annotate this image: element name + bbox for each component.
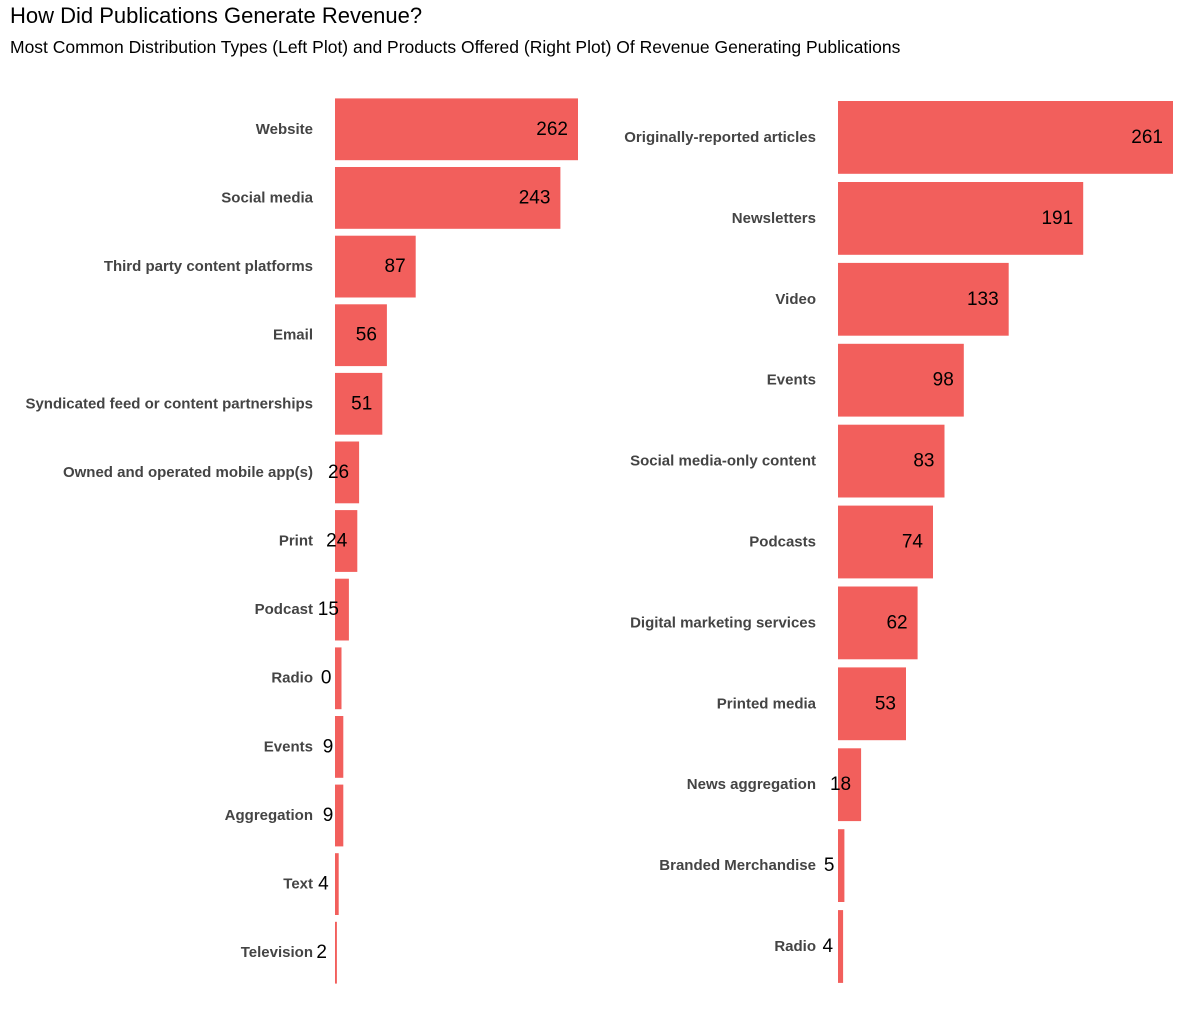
left-category-label: Podcast: [255, 601, 313, 618]
right-value-label: 261: [1131, 127, 1163, 148]
left-value-label: 87: [385, 256, 406, 277]
right-value-label: 74: [902, 532, 924, 553]
right-bar: [838, 101, 1173, 174]
left-category-label: Syndicated feed or content partnerships: [25, 395, 313, 412]
right-category-label: News aggregation: [687, 776, 816, 793]
left-bar: [335, 304, 387, 367]
left-value-label: 4: [318, 874, 329, 895]
left-bar: [335, 510, 358, 572]
right-category-label: Originally-reported articles: [624, 129, 816, 146]
right-value-label: 5: [824, 855, 835, 876]
right-value-label: 18: [830, 774, 851, 795]
left-category-label: Social media: [221, 189, 313, 206]
left-category-label: Events: [264, 738, 313, 755]
right-value-label: 4: [823, 936, 834, 957]
right-bar: [838, 262, 1009, 336]
left-bar: [335, 921, 337, 984]
right-value-label: 62: [886, 612, 907, 633]
right-bar: [838, 748, 862, 822]
left-category-label: Owned and operated mobile app(s): [63, 464, 313, 481]
left-bar: [335, 784, 344, 847]
right-bar: [838, 505, 933, 579]
left-value-label: 2: [316, 942, 327, 963]
right-value-label: 133: [967, 289, 999, 310]
right-bar: [838, 829, 845, 902]
left-value-label: 24: [326, 531, 348, 552]
left-value-label: 51: [351, 393, 372, 414]
right-bar: [838, 667, 906, 741]
right-bar: [838, 424, 945, 498]
right-plot-products-offered: Originally-reported articles 261 Newslette…: [624, 101, 1173, 983]
left-value-label: 9: [323, 805, 334, 826]
right-category-label: Newsletters: [732, 210, 816, 227]
left-value-label: 15: [318, 599, 339, 620]
left-value-label: 262: [536, 119, 568, 140]
left-bar: [335, 167, 561, 229]
right-bar: [838, 910, 844, 983]
right-category-label: Social media-only content: [630, 453, 816, 470]
right-category-label: Video: [775, 291, 816, 308]
right-category-label: Digital marketing services: [630, 614, 816, 631]
left-bar: [335, 578, 349, 641]
right-bar: [838, 182, 1084, 255]
left-bar: [335, 441, 360, 504]
left-bar: [335, 235, 416, 298]
right-category-label: Events: [767, 372, 816, 389]
left-value-label: 56: [356, 325, 377, 346]
left-category-label: Third party content platforms: [104, 258, 313, 275]
right-value-label: 53: [875, 693, 896, 714]
right-category-label: Podcasts: [749, 534, 816, 551]
left-bar: [335, 853, 339, 915]
left-bar: [335, 98, 578, 161]
left-bar: [335, 372, 383, 435]
left-category-label: Email: [273, 327, 313, 344]
left-category-label: Television: [241, 944, 313, 961]
left-category-label: Print: [279, 533, 313, 550]
right-value-label: 191: [1041, 208, 1073, 229]
right-category-label: Radio: [774, 938, 816, 955]
left-value-label: 26: [328, 462, 349, 483]
left-category-label: Aggregation: [225, 807, 313, 824]
chart-subtitle: Most Common Distribution Types (Left Plo…: [10, 37, 901, 57]
left-category-label: Radio: [271, 670, 313, 687]
right-bar: [838, 343, 964, 417]
left-value-label: 243: [519, 187, 551, 208]
right-bar: [838, 586, 918, 660]
left-category-label: Text: [283, 876, 313, 893]
left-bar: [335, 716, 344, 778]
right-category-label: Branded Merchandise: [659, 857, 816, 874]
left-category-label: Website: [256, 121, 313, 138]
left-value-label: 0: [321, 668, 332, 689]
chart-title: How Did Publications Generate Revenue?: [10, 3, 423, 28]
right-category-label: Printed media: [717, 695, 817, 712]
right-value-label: 83: [913, 451, 934, 472]
left-bar: [335, 647, 342, 710]
left-value-label: 9: [323, 736, 334, 757]
right-value-label: 98: [933, 370, 954, 391]
